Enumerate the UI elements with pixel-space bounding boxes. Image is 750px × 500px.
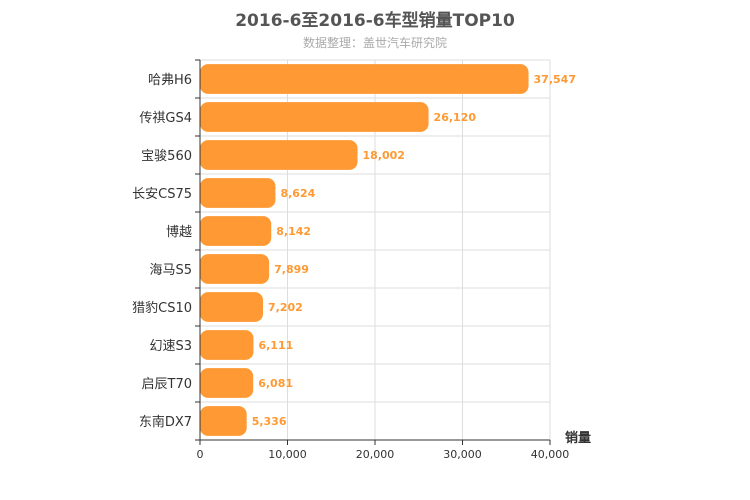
bars: 37,547 26,120 18,002 8,624 8,142 7,899 7,202 6,… <box>200 64 576 436</box>
x-tick-label: 30,000 <box>443 448 482 461</box>
bar <box>200 216 272 246</box>
data-label: 8,142 <box>276 225 311 238</box>
bar <box>200 292 264 322</box>
data-label: 7,202 <box>268 301 303 314</box>
category-label: 幻速S3 <box>149 339 192 354</box>
data-label: 18,002 <box>363 149 405 162</box>
category-label: 启辰T70 <box>142 377 192 392</box>
bar <box>200 406 247 436</box>
category-label: 猎豹CS10 <box>132 301 192 316</box>
x-axis-label: 销量 <box>565 430 591 446</box>
x-tick-label: 40,000 <box>531 448 570 461</box>
x-tick-label: 10,000 <box>268 448 307 461</box>
data-label: 6,081 <box>258 377 293 390</box>
data-label: 7,899 <box>274 263 309 276</box>
bar <box>200 368 254 398</box>
category-label: 传祺GS4 <box>139 111 192 126</box>
bar <box>200 140 358 170</box>
bar <box>200 330 254 360</box>
data-label: 37,547 <box>534 73 576 86</box>
category-label: 博越 <box>166 225 192 240</box>
data-label: 26,120 <box>434 111 477 124</box>
chart-title: 2016-6至2016-6车型销量TOP10 <box>235 11 515 31</box>
x-tick-label: 20,000 <box>356 448 395 461</box>
data-label: 8,624 <box>280 187 315 200</box>
bar <box>200 102 429 132</box>
bar <box>200 254 270 284</box>
data-label: 6,111 <box>258 339 293 352</box>
bar <box>200 178 276 208</box>
category-label: 长安CS75 <box>132 187 192 202</box>
category-label: 海马S5 <box>149 263 192 278</box>
chart-subtitle: 数据整理：盖世汽车研究院 <box>302 36 447 50</box>
data-label: 5,336 <box>252 415 287 428</box>
bar <box>200 64 529 94</box>
category-label: 宝骏560 <box>141 149 192 164</box>
category-label: 哈弗H6 <box>148 73 192 88</box>
x-tick-label: 0 <box>197 448 204 461</box>
category-label: 东南DX7 <box>139 414 192 430</box>
